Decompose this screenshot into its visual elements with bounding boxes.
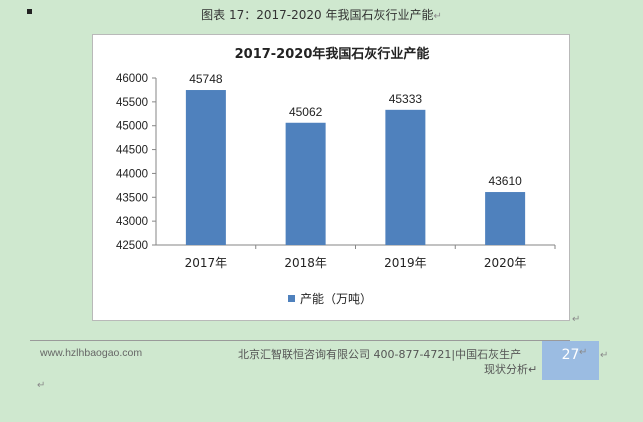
x-tick-label: 2017年 bbox=[185, 256, 228, 270]
chart-frame: 2017-2020年我国石灰行业产能 42500 43000 43500 44000 44… bbox=[92, 34, 570, 321]
y-tick-label: 44000 bbox=[116, 168, 148, 180]
paragraph-mark: ↵ bbox=[600, 350, 609, 361]
chart-title: 2017-2020年我国石灰行业产能 bbox=[235, 46, 430, 62]
data-label: 45062 bbox=[289, 105, 323, 119]
paragraph-mark: ↵ bbox=[579, 347, 588, 358]
y-tick-label: 42500 bbox=[116, 240, 148, 252]
x-tick-label: 2020年 bbox=[484, 256, 527, 270]
footer-rule bbox=[30, 340, 570, 341]
data-label: 43610 bbox=[488, 174, 522, 188]
figure-caption: 图表 17：2017-2020 年我国石灰行业产能↵ bbox=[0, 6, 643, 23]
y-tick-label: 45000 bbox=[116, 121, 148, 133]
bar bbox=[385, 109, 426, 245]
y-tick-label: 45500 bbox=[116, 97, 148, 109]
bar-chart: 2017-2020年我国石灰行业产能 42500 43000 43500 44000 44… bbox=[116, 46, 556, 306]
paragraph-mark: ↵ bbox=[37, 380, 46, 391]
footer-website[interactable]: www.hzlhbaogao.com bbox=[40, 347, 143, 359]
x-tick-label: 2018年 bbox=[284, 256, 327, 270]
y-tick-label: 46000 bbox=[116, 73, 148, 85]
y-tick-label: 43000 bbox=[116, 216, 148, 228]
data-label: 45333 bbox=[389, 92, 423, 106]
caption-text: 图表 17：2017-2020 年我国石灰行业产能 bbox=[201, 8, 434, 22]
page-number: 27 bbox=[542, 341, 599, 380]
footer-report-title: 现状分析↵ bbox=[484, 363, 538, 376]
legend-label: 产能（万吨） bbox=[300, 292, 372, 306]
y-tick-label: 44500 bbox=[116, 145, 148, 157]
footer-company: 北京汇智联恒咨询有限公司 400-877-4721|中国石灰生产 bbox=[238, 348, 522, 361]
paragraph-mark: ↵ bbox=[433, 11, 442, 22]
data-label: 45748 bbox=[189, 72, 223, 86]
list-bullet bbox=[27, 9, 32, 14]
paragraph-mark: ↵ bbox=[572, 314, 581, 325]
legend-swatch bbox=[288, 295, 295, 302]
bar bbox=[285, 122, 326, 245]
y-tick-label: 43500 bbox=[116, 192, 148, 204]
bar bbox=[185, 90, 226, 245]
bar bbox=[485, 192, 526, 245]
x-tick-label: 2019年 bbox=[384, 256, 427, 270]
